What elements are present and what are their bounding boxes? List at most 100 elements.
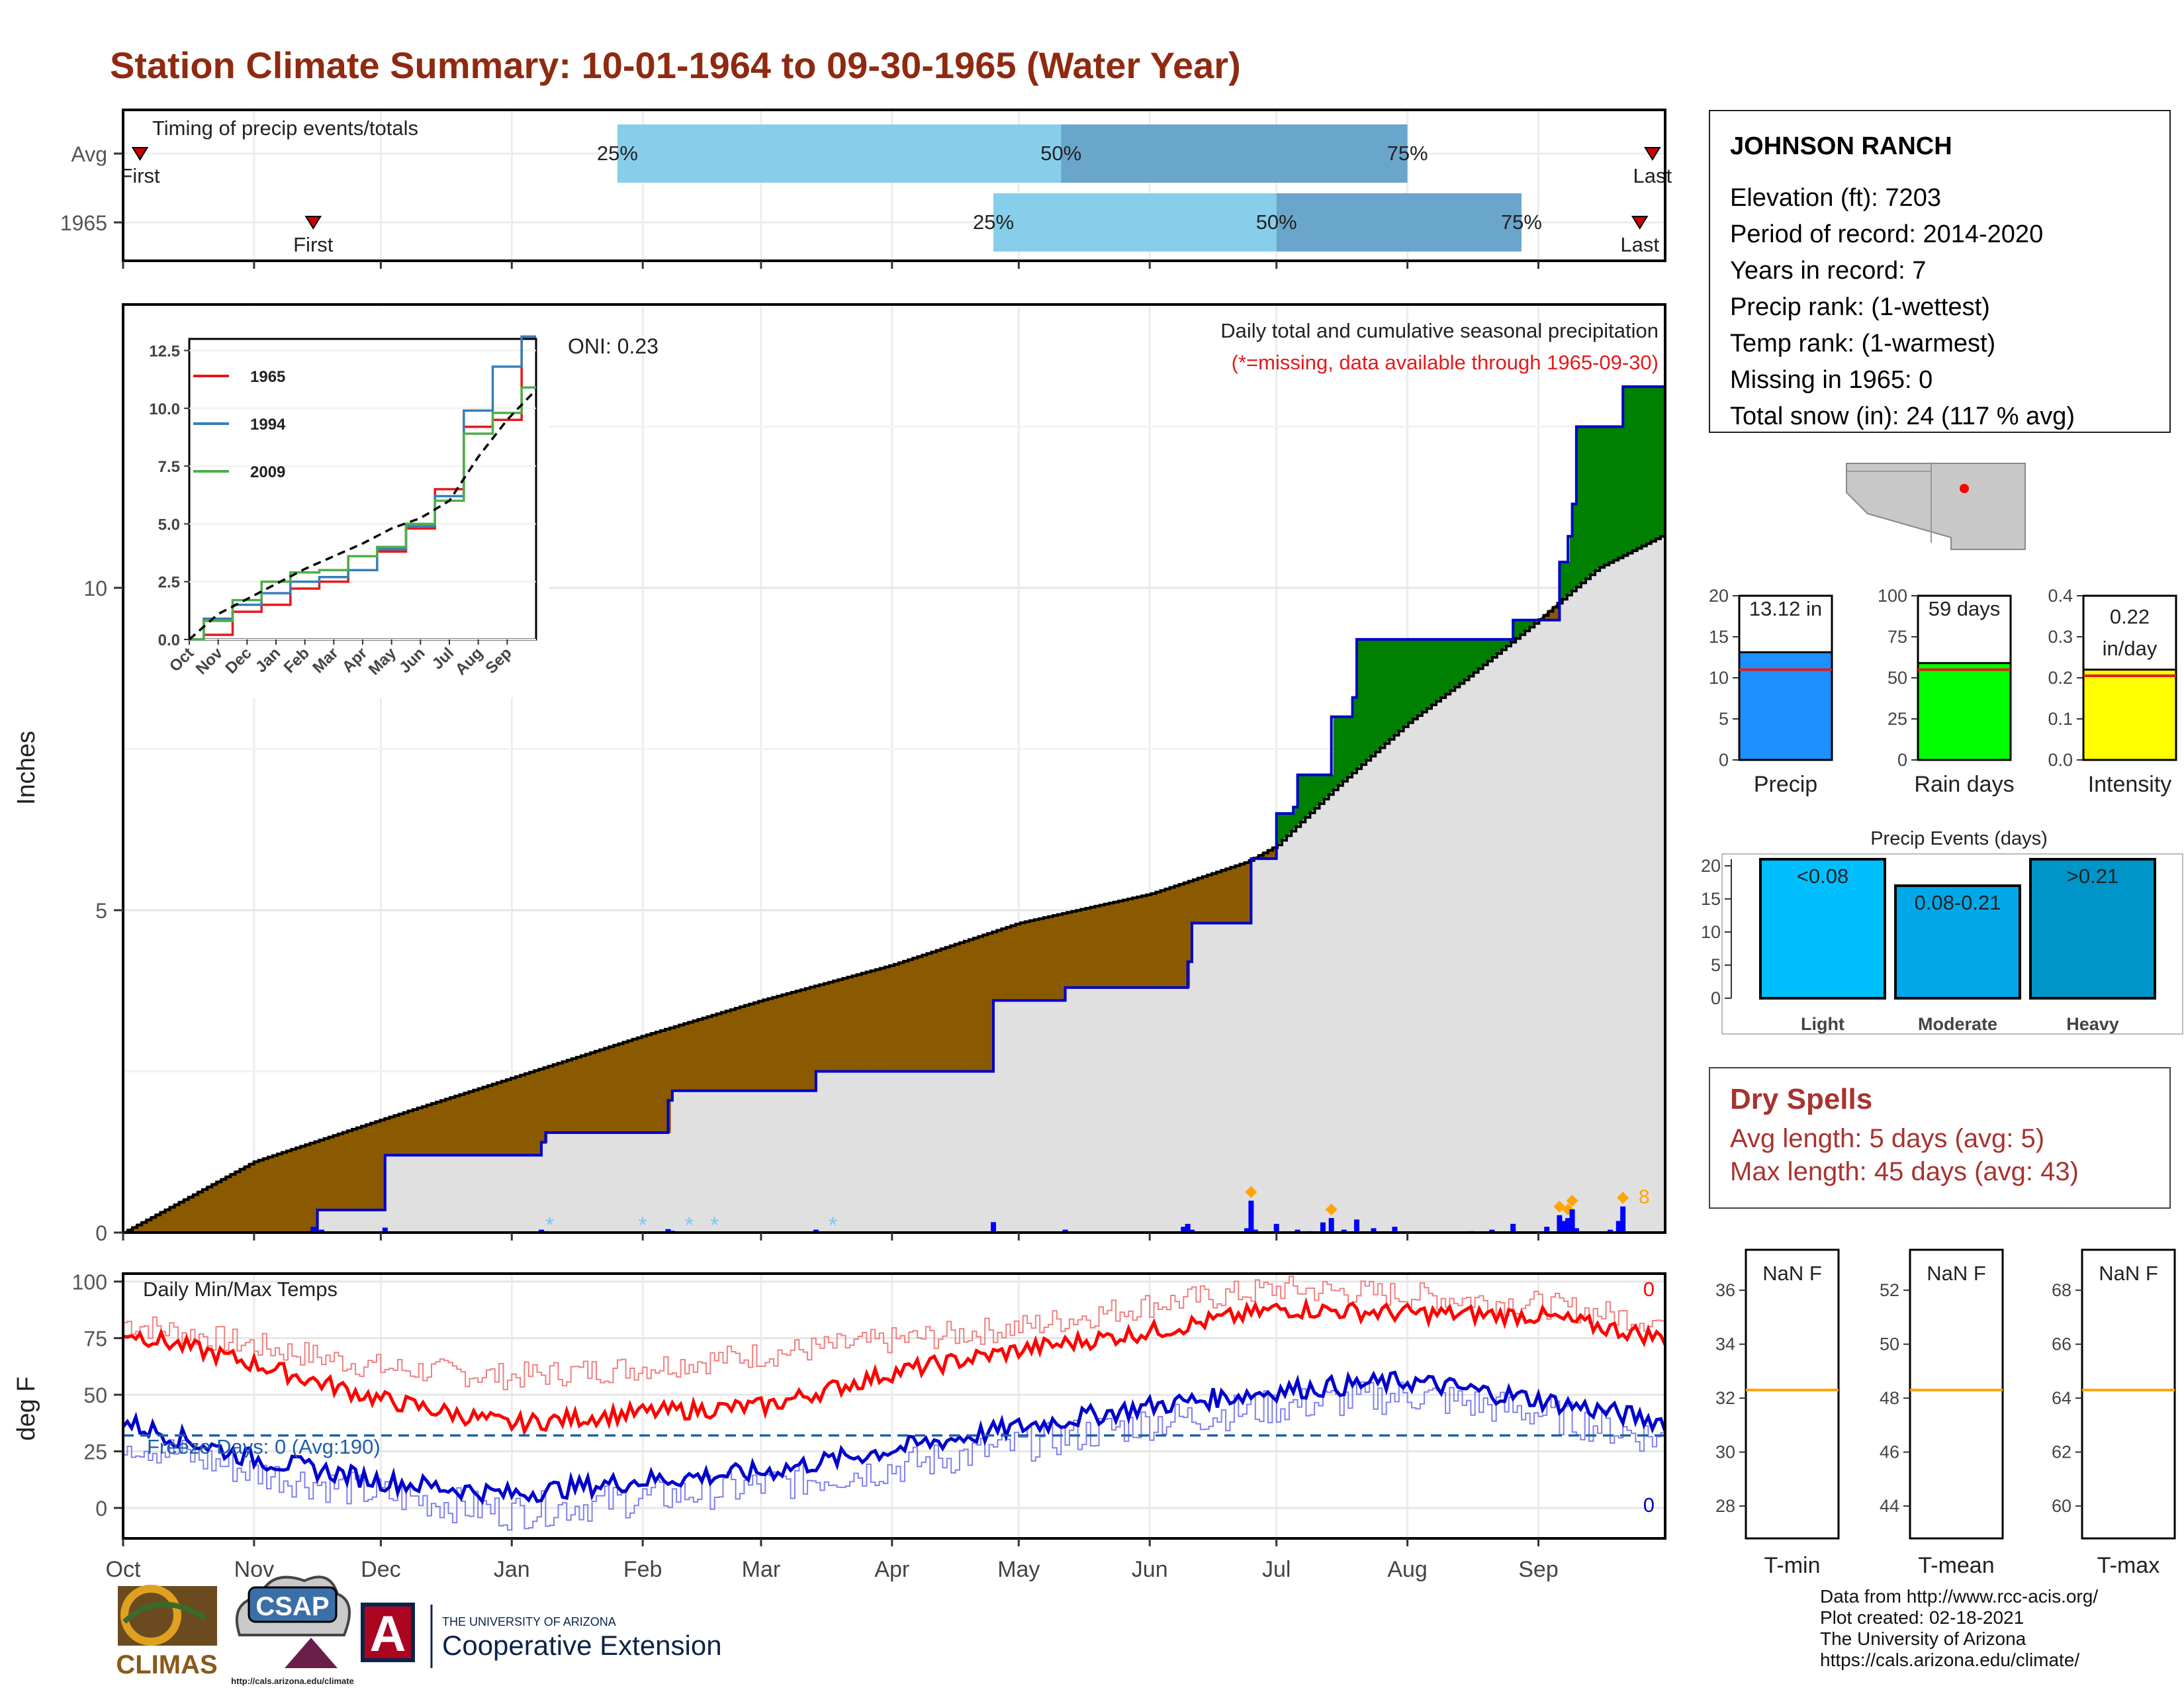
- deficit-fill: [230, 1172, 234, 1233]
- deficit-fill: [647, 1033, 651, 1133]
- temp-box-x-label: T-mean: [1918, 1553, 1994, 1578]
- deficit-fill: [963, 940, 967, 1072]
- temp-box-y-tick-label: 36: [1715, 1280, 1735, 1300]
- inset-chart: 0.02.55.07.510.012.5OctNovDecJanFebMarAp…: [126, 307, 549, 698]
- deficit-fill: [459, 1093, 463, 1156]
- surplus-fill: [1389, 639, 1393, 740]
- inset-legend-label: 1965: [250, 368, 285, 386]
- daily-precip-bar: [1062, 1229, 1068, 1233]
- deficit-fill: [1207, 873, 1211, 923]
- deficit-fill: [207, 1184, 211, 1233]
- temp-box-y-tick-label: 66: [2052, 1335, 2071, 1354]
- station-period: Period of record: 2014-2020: [1730, 220, 2044, 248]
- timing-row-label: Avg: [71, 142, 107, 166]
- events-x-label: Moderate: [1918, 1014, 1997, 1034]
- deficit-fill: [521, 1073, 525, 1156]
- deficit-fill: [428, 1103, 432, 1156]
- summary-value-label: 13.12 in: [1749, 597, 1822, 620]
- deficit-fill: [865, 970, 869, 1072]
- deficit-fill: [1171, 885, 1175, 988]
- deficit-fill: [927, 952, 931, 1072]
- deficit-fill: [472, 1089, 476, 1156]
- deficit-fill: [215, 1180, 219, 1233]
- deficit-fill: [940, 947, 944, 1072]
- deficit-fill: [629, 1039, 633, 1133]
- deficit-fill: [351, 1128, 355, 1211]
- deficit-fill: [333, 1134, 337, 1211]
- last-marker: [1631, 216, 1649, 230]
- surplus-fill: [1284, 813, 1288, 839]
- deficit-fill: [516, 1075, 520, 1156]
- missing-note: (*=missing, data available through 1965-…: [1232, 351, 1659, 374]
- climas-logo-swoosh: [122, 1601, 207, 1624]
- surplus-fill: [1312, 774, 1316, 811]
- deficit-fill: [786, 992, 790, 1092]
- deficit-fill: [410, 1109, 414, 1156]
- precip-frame: [122, 303, 1666, 1234]
- deficit-fill: [750, 1002, 753, 1092]
- deficit-fill: [827, 981, 831, 1072]
- surplus-fill: [1626, 386, 1630, 555]
- deficit-fill: [343, 1130, 347, 1211]
- deficit-fill: [772, 996, 776, 1092]
- daily-precip-bar: [1510, 1223, 1516, 1233]
- page-title: Station Climate Summary: 10-01-1964 to 0…: [110, 44, 1241, 86]
- deficit-fill: [541, 1066, 545, 1143]
- surplus-fill: [1588, 426, 1591, 578]
- surplus-fill: [1392, 639, 1396, 737]
- deficit-fill: [1130, 897, 1134, 988]
- deficit-fill: [716, 1012, 720, 1092]
- summary-y-tick-label: 0.3: [2048, 627, 2073, 647]
- deficit-fill: [688, 1021, 692, 1092]
- surplus-fill: [1451, 639, 1455, 690]
- summary-y-tick-label: 75: [1888, 627, 1907, 647]
- timing-title: Timing of precip events/totals: [152, 117, 418, 140]
- deficit-fill: [225, 1174, 229, 1233]
- deficit-fill: [770, 996, 774, 1092]
- deficit-fill: [261, 1157, 265, 1233]
- ua-logo-big-text: Cooperative Extension: [442, 1630, 722, 1661]
- temp-box-y-tick-label: 52: [1880, 1280, 1899, 1300]
- deficit-fill: [986, 932, 990, 1072]
- daily-precip-bar: [1569, 1209, 1575, 1233]
- deficit-fill: [780, 994, 784, 1092]
- deficit-fill: [721, 1011, 725, 1092]
- daily-precip-bar: [1295, 1229, 1300, 1233]
- daily-precip-bar: [1544, 1227, 1550, 1233]
- deficit-fill: [454, 1094, 458, 1156]
- deficit-fill: [690, 1020, 694, 1092]
- deficit-fill: [1027, 919, 1031, 1001]
- deficit-fill: [1009, 924, 1013, 1001]
- deficit-fill: [1222, 868, 1226, 923]
- deficit-fill: [711, 1013, 715, 1092]
- deficit-fill: [803, 988, 807, 1092]
- dry-spells-max: Max length: 45 days (avg: 43): [1730, 1157, 2079, 1186]
- summary-value-label: 59 days: [1929, 597, 2001, 620]
- deficit-fill: [222, 1176, 226, 1233]
- deficit-fill: [431, 1102, 435, 1156]
- summary-y-tick-label: 15: [1709, 627, 1729, 647]
- heavy-event-marker: [1325, 1203, 1338, 1216]
- inset-y-tick-label: 7.5: [158, 458, 180, 476]
- tmax-count-label: 0: [1643, 1278, 1655, 1301]
- deficit-fill: [904, 959, 907, 1072]
- deficit-fill: [1202, 875, 1206, 923]
- deficit-fill: [523, 1072, 527, 1156]
- events-bar: [1759, 858, 1886, 1000]
- deficit-fill: [246, 1164, 250, 1233]
- deficit-fill: [1122, 899, 1126, 988]
- surplus-fill: [1516, 620, 1520, 639]
- deficit-fill: [1109, 902, 1113, 988]
- deficit-fill: [1143, 894, 1147, 988]
- surplus-fill: [1420, 639, 1424, 714]
- deficit-fill: [161, 1209, 165, 1233]
- deficit-fill: [1086, 907, 1090, 988]
- heavy-event-marker: [1566, 1194, 1578, 1207]
- deficit-fill: [919, 954, 923, 1072]
- deficit-fill: [870, 969, 874, 1072]
- deficit-fill: [623, 1040, 627, 1133]
- surplus-fill: [1633, 386, 1637, 551]
- surplus-fill: [1574, 503, 1578, 589]
- deficit-fill: [621, 1041, 625, 1133]
